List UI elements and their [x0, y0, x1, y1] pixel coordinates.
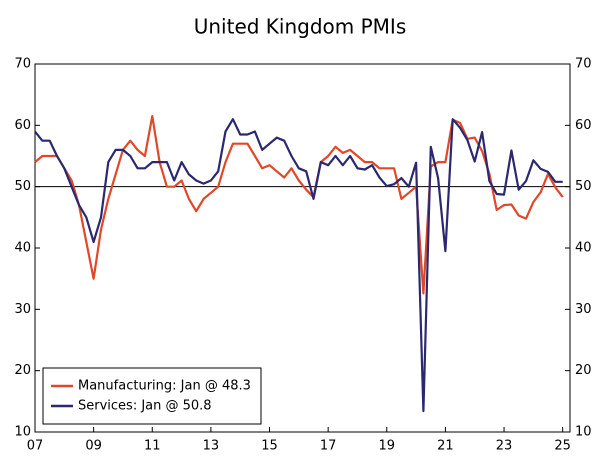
y2-tick-label: 20 — [575, 363, 592, 378]
x-tick-label: 11 — [144, 439, 161, 454]
legend-box — [42, 367, 262, 425]
x-tick-label: 23 — [496, 439, 513, 454]
y2-tick-label: 40 — [575, 241, 592, 256]
x-tick-label: 07 — [27, 439, 44, 454]
y-tick-label: 50 — [14, 179, 31, 194]
y-tick-label: 40 — [14, 241, 31, 256]
x-tick-label: 21 — [437, 439, 454, 454]
chart-title: United Kingdom PMIs — [194, 15, 407, 39]
y2-tick-label: 70 — [575, 57, 592, 72]
legend-label: Manufacturing: Jan @ 48.3 — [78, 379, 251, 394]
x-tick-label: 13 — [203, 439, 220, 454]
y2-tick-label: 60 — [575, 118, 592, 133]
x-tick-label: 25 — [554, 439, 571, 454]
y-tick-label: 60 — [14, 118, 31, 133]
x-tick-label: 19 — [379, 439, 396, 454]
y-tick-label: 10 — [14, 425, 31, 440]
y-tick-label: 30 — [14, 302, 31, 317]
y2-tick-label: 10 — [575, 425, 592, 440]
y-tick-label: 70 — [14, 57, 31, 72]
x-tick-label: 15 — [261, 439, 278, 454]
legend-label: Services: Jan @ 50.8 — [78, 399, 212, 414]
x-tick-label: 17 — [320, 439, 337, 454]
y2-tick-label: 30 — [575, 302, 592, 317]
y2-tick-label: 50 — [575, 179, 592, 194]
series-line — [34, 118, 563, 413]
x-tick-label: 09 — [85, 439, 102, 454]
y-tick-label: 20 — [14, 363, 31, 378]
legend: Manufacturing: Jan @ 48.3 Services: Jan @… — [42, 367, 262, 425]
